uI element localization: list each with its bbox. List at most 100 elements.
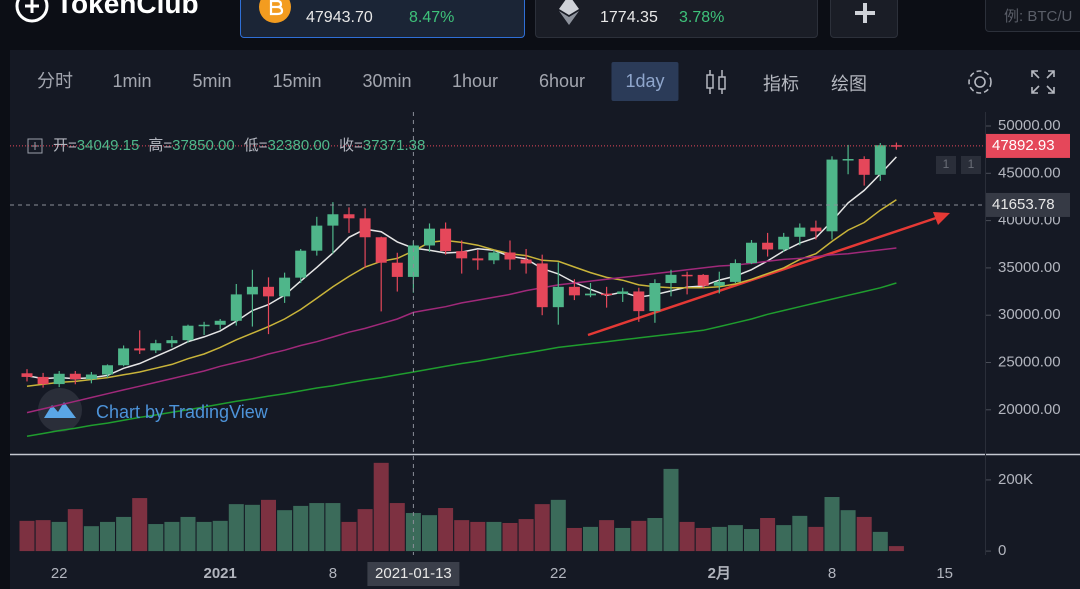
candle-body — [375, 237, 387, 263]
pane-control[interactable] — [936, 156, 956, 174]
candle-body — [21, 373, 33, 377]
volume-bar — [83, 526, 99, 552]
volume-bar — [357, 509, 373, 552]
watermark: Chart by TradingView — [96, 402, 269, 422]
volume-bar — [631, 520, 647, 552]
candle-body — [134, 348, 146, 351]
indicators-button[interactable]: 指标 — [763, 74, 799, 94]
volume-bar — [727, 525, 743, 552]
interval[interactable]: 5min — [192, 71, 232, 91]
fullscreen-button[interactable] — [1029, 68, 1057, 96]
volume-bar — [196, 521, 212, 552]
candle-body — [488, 252, 500, 261]
volume-bar — [599, 520, 615, 552]
volume-bar — [888, 546, 904, 552]
interval[interactable]: 15min — [272, 71, 322, 91]
candle-body — [102, 365, 113, 375]
x-tick-label: 15 — [936, 565, 953, 582]
chart-type-button[interactable] — [704, 67, 728, 97]
x-tick-label: 8 — [329, 565, 337, 582]
volume-bar — [164, 521, 180, 552]
settings-button[interactable] — [964, 66, 996, 98]
interval[interactable]: 1day — [611, 62, 679, 101]
volume-bar — [470, 521, 486, 552]
candle-body — [713, 281, 725, 286]
volume-bar — [615, 527, 631, 552]
ticker-change: 3.78% — [679, 9, 725, 26]
search-box[interactable]: 例: BTC/U — [985, 0, 1080, 32]
volume-bar — [19, 520, 35, 552]
ticker-card[interactable]: 1774.35 3.78% — [535, 0, 818, 38]
candle-body — [601, 293, 613, 296]
watermark-logo — [38, 388, 82, 432]
pane-control[interactable] — [961, 156, 981, 174]
y-tick-label: 25000.00 — [998, 353, 1061, 370]
candle-body — [327, 214, 339, 226]
candle-body — [182, 325, 194, 341]
volume-bar — [695, 527, 711, 552]
ticker-card[interactable]: 47943.70 8.47% — [240, 0, 525, 38]
candle-body — [37, 376, 49, 385]
y-tick-label: 45000.00 — [998, 164, 1061, 181]
volume-bar — [808, 526, 824, 552]
volume-bar — [518, 519, 534, 552]
plus-icon — [855, 3, 875, 23]
interval[interactable]: 30min — [362, 71, 412, 91]
volume-bar — [550, 499, 566, 552]
candle-body — [633, 291, 645, 312]
candle-body — [762, 242, 774, 250]
candle-body — [874, 145, 886, 175]
candle-body — [665, 274, 677, 284]
btc-icon — [259, 0, 291, 23]
logo: TokenClub — [56, 0, 199, 19]
top-bar: TokenClub 47943.70 8.47% 1774.35 3.78% 例… — [0, 0, 1080, 46]
logo-icon — [15, 0, 49, 23]
candle-body — [585, 293, 596, 296]
volume-bar — [341, 521, 357, 552]
interval[interactable]: 6hour — [538, 71, 586, 91]
last-price-box — [986, 133, 1070, 158]
interval[interactable]: 分时 — [37, 71, 73, 91]
candle-body — [343, 214, 355, 219]
volume-bar — [438, 508, 454, 552]
volume-bar — [212, 520, 228, 552]
candle-body — [681, 274, 693, 277]
pane-control-label: 1 — [968, 157, 975, 171]
drawing-button[interactable]: 绘图 — [831, 74, 867, 94]
crosshair-date: 2021-01-13 — [375, 565, 452, 582]
candle-body — [794, 227, 806, 237]
add-ticker-button[interactable] — [830, 0, 898, 38]
candle-body — [842, 159, 854, 161]
volume-bar — [454, 520, 470, 552]
volume-bar — [744, 529, 759, 552]
candle-body — [568, 286, 580, 296]
volume-tick-label: 200K — [998, 471, 1033, 488]
volume-bar — [486, 521, 502, 552]
volume-bar — [663, 468, 679, 552]
trend-arrow — [587, 212, 950, 337]
candle-body — [53, 373, 65, 385]
candle-body — [617, 291, 629, 294]
volume-bar — [502, 522, 518, 552]
candle-body — [246, 286, 258, 295]
eth-icon — [559, 0, 579, 25]
x-tick-label: 2021 — [204, 565, 237, 582]
candle-body — [536, 263, 548, 308]
ohlc-label: 收= — [339, 137, 363, 154]
search-placeholder: 例: BTC/U — [1004, 8, 1073, 25]
x-tick-label: 8 — [828, 565, 836, 582]
volume-bar — [180, 516, 196, 552]
candle-body — [263, 286, 274, 297]
candle-body — [118, 348, 130, 366]
candle-body — [472, 258, 484, 261]
candle-body — [858, 159, 870, 175]
ticker-price: 47943.70 — [306, 9, 373, 26]
candle-body — [778, 236, 790, 250]
volume-bar — [776, 525, 792, 552]
interval[interactable]: 1hour — [451, 71, 499, 91]
volume-bar — [148, 524, 164, 552]
interval[interactable]: 1min — [112, 71, 152, 91]
volume-bar — [132, 498, 148, 552]
x-tick-label: 22 — [51, 565, 68, 582]
volume-bar — [856, 516, 872, 552]
